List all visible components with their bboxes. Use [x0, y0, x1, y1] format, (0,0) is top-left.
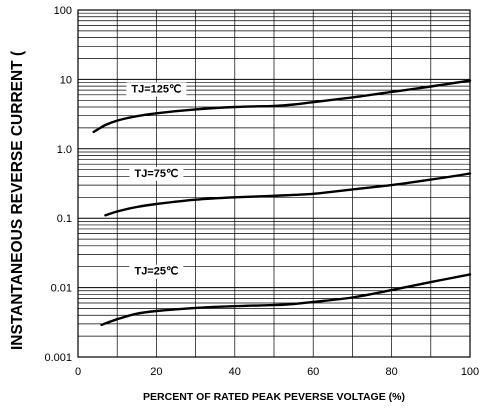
grid-lines: [78, 10, 470, 357]
series-line: [104, 172, 472, 217]
series-label: TJ=75℃: [134, 168, 178, 180]
y-tick-label: 10: [60, 74, 72, 86]
series-label-background: [126, 82, 187, 97]
series-label: TJ=25℃: [134, 266, 178, 278]
y-tick-label: 0.001: [44, 352, 72, 364]
series-label-background: [129, 264, 184, 279]
series-line: [92, 79, 472, 134]
series-label-background: [129, 166, 184, 181]
x-tick-label: 60: [307, 366, 319, 378]
x-axis-title: PERCENT OF RATED PEAK PEVERSE VOLTAGE (%…: [143, 391, 405, 403]
series-labels: TJ=125℃ TJ=75℃ TJ=25℃: [126, 82, 187, 279]
x-tick-label: 20: [150, 366, 162, 378]
series-label: TJ=125℃: [131, 83, 181, 95]
y-tick-label: 1.0: [57, 144, 72, 156]
x-tick-label: 0: [75, 366, 81, 378]
y-tick-label: 100: [54, 5, 72, 17]
x-tick-label: 80: [385, 366, 397, 378]
y-tick-label: 0.1: [57, 213, 72, 225]
x-tick-label: 100: [461, 366, 479, 378]
y-tick-label: 0.01: [51, 283, 72, 295]
series-line: [100, 273, 472, 327]
x-tick-label: 40: [229, 366, 241, 378]
plot-frame: [77, 9, 471, 358]
tick-labels: 0 20 40 60 80 100 0.001 0.01 0.1 1.0 10 100: [44, 5, 479, 378]
y-axis-title: INSTANTANEOUS REVERSE CURRENT (: [9, 50, 26, 350]
series-lines: [92, 79, 472, 327]
